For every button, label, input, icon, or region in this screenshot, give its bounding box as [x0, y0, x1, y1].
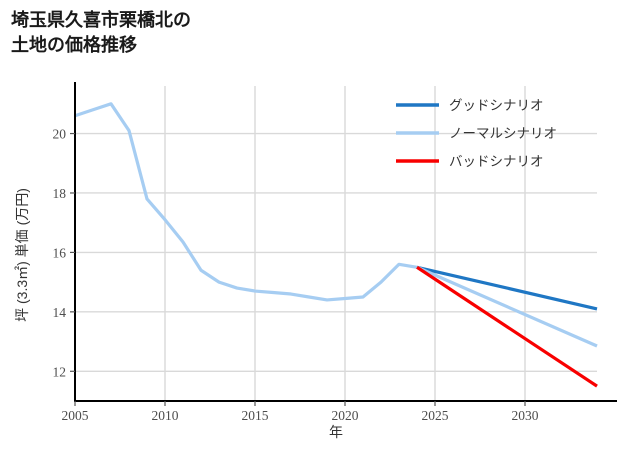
- series-line: [74, 102, 418, 302]
- horizontal-gridlines: [75, 132, 597, 372]
- x-tick-label: 2005: [62, 408, 89, 423]
- vertical-gridlines: [164, 86, 526, 401]
- y-axis-ticks: 12 14 16 18 20: [53, 127, 75, 379]
- x-tick-label: 2030: [512, 408, 539, 423]
- y-axis-title: 坪 (3.3㎡) 単価 (万円): [14, 188, 30, 322]
- x-tick-label: 2020: [332, 408, 359, 423]
- page-title: 埼玉県久喜市栗橋北の 土地の価格推移: [11, 10, 191, 55]
- series-line: [416, 265, 598, 311]
- y-tick-label: 20: [53, 127, 67, 142]
- series-line: [416, 265, 598, 348]
- y-tick-label: 12: [53, 364, 67, 379]
- series-line: [416, 265, 598, 388]
- x-tick-label: 2015: [242, 408, 269, 423]
- y-tick-label: 16: [53, 245, 67, 260]
- x-tick-label: 2025: [422, 408, 449, 423]
- x-tick-label: 2010: [152, 408, 179, 423]
- legend-label: バッドシナリオ: [449, 154, 544, 169]
- x-axis-ticks: 2005 2010 2015 2020 2025 2030: [62, 401, 539, 423]
- x-axis-title: 年: [329, 424, 343, 440]
- legend-label: ノーマルシナリオ: [449, 126, 557, 141]
- y-tick-label: 18: [53, 186, 67, 201]
- series-layer: [74, 102, 598, 388]
- y-tick-label: 14: [53, 305, 67, 320]
- legend-label: グッドシナリオ: [449, 98, 544, 113]
